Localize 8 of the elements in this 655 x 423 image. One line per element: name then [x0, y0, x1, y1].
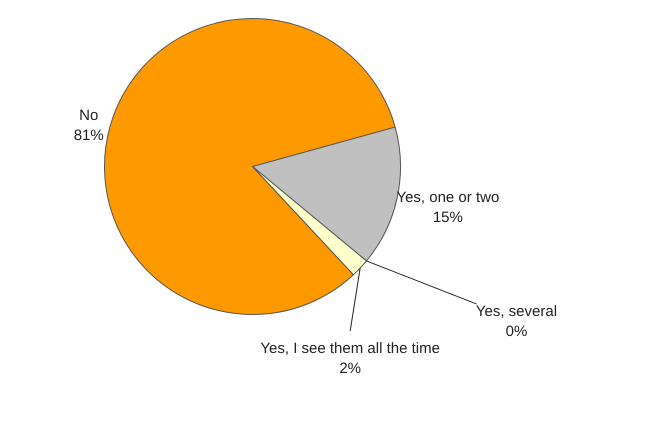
- data-label: 81%: [74, 127, 104, 144]
- category-label: Yes, several: [476, 302, 558, 320]
- data-label: 15%: [432, 209, 463, 226]
- slice-label: Yes, I see them all the time: [260, 340, 440, 358]
- slice-label: No: [79, 107, 98, 124]
- data-label: 2%: [339, 360, 362, 378]
- slice-label: Yes, one or two: [396, 189, 500, 206]
- text: 0%: [506, 322, 528, 340]
